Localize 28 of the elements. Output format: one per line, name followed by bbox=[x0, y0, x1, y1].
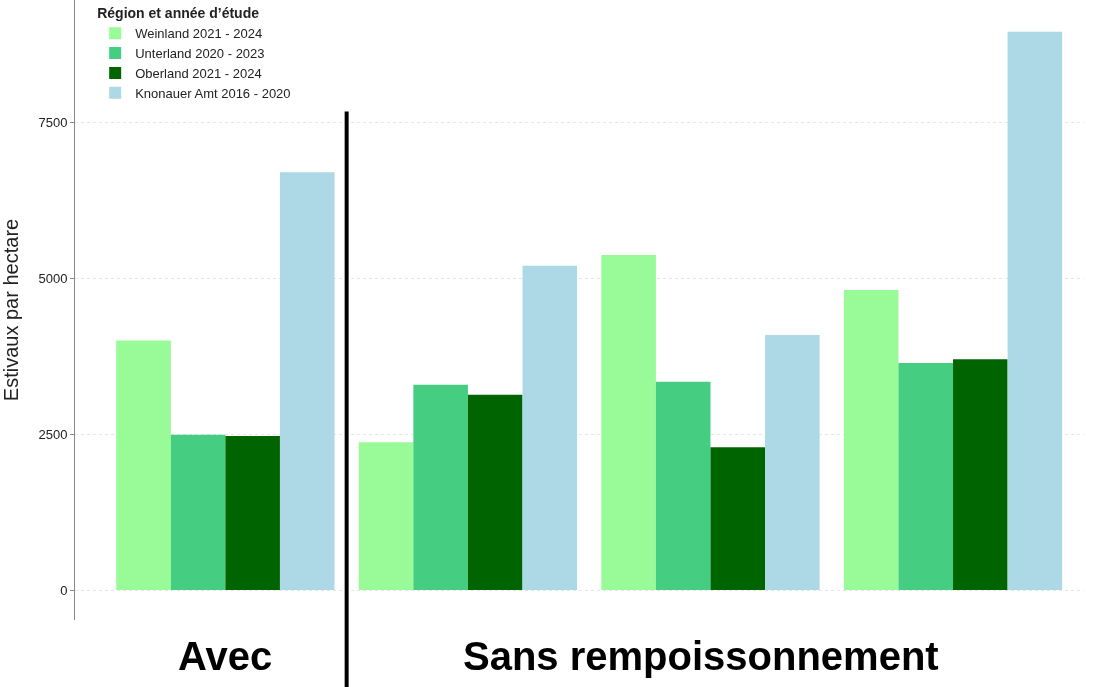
text: Avec bbox=[178, 634, 273, 678]
y-tick-label: 2500 bbox=[38, 426, 68, 442]
bar bbox=[413, 384, 468, 591]
legend-label: Unterland 2020 - 2023 bbox=[135, 46, 265, 62]
bar bbox=[601, 255, 656, 591]
y-tick-label: 7500 bbox=[38, 114, 68, 130]
bar bbox=[953, 359, 1008, 591]
legend-title: Région et année d’étude bbox=[97, 5, 260, 22]
bar bbox=[522, 265, 578, 591]
bar bbox=[225, 436, 280, 591]
text: Sans rempoissonnement bbox=[463, 634, 939, 678]
bar bbox=[116, 340, 171, 591]
bar bbox=[765, 334, 820, 591]
y-axis-title: Estivaux par hectare bbox=[0, 218, 22, 402]
bar bbox=[655, 381, 711, 591]
legend-label: Knonauer Amt 2016 - 2020 bbox=[135, 85, 291, 101]
bar bbox=[898, 363, 954, 591]
bar bbox=[710, 447, 766, 591]
bar bbox=[467, 394, 523, 591]
bar bbox=[843, 290, 899, 591]
y-tick-label: 5000 bbox=[38, 270, 68, 286]
bar bbox=[358, 442, 414, 591]
bar bbox=[1007, 31, 1063, 591]
y-tick-label: 0 bbox=[60, 582, 68, 598]
bar bbox=[279, 172, 335, 591]
bar bbox=[170, 434, 226, 591]
legend-label: Weinland 2021 - 2024 bbox=[135, 26, 263, 42]
legend-label: Oberland 2021 - 2024 bbox=[135, 66, 262, 82]
